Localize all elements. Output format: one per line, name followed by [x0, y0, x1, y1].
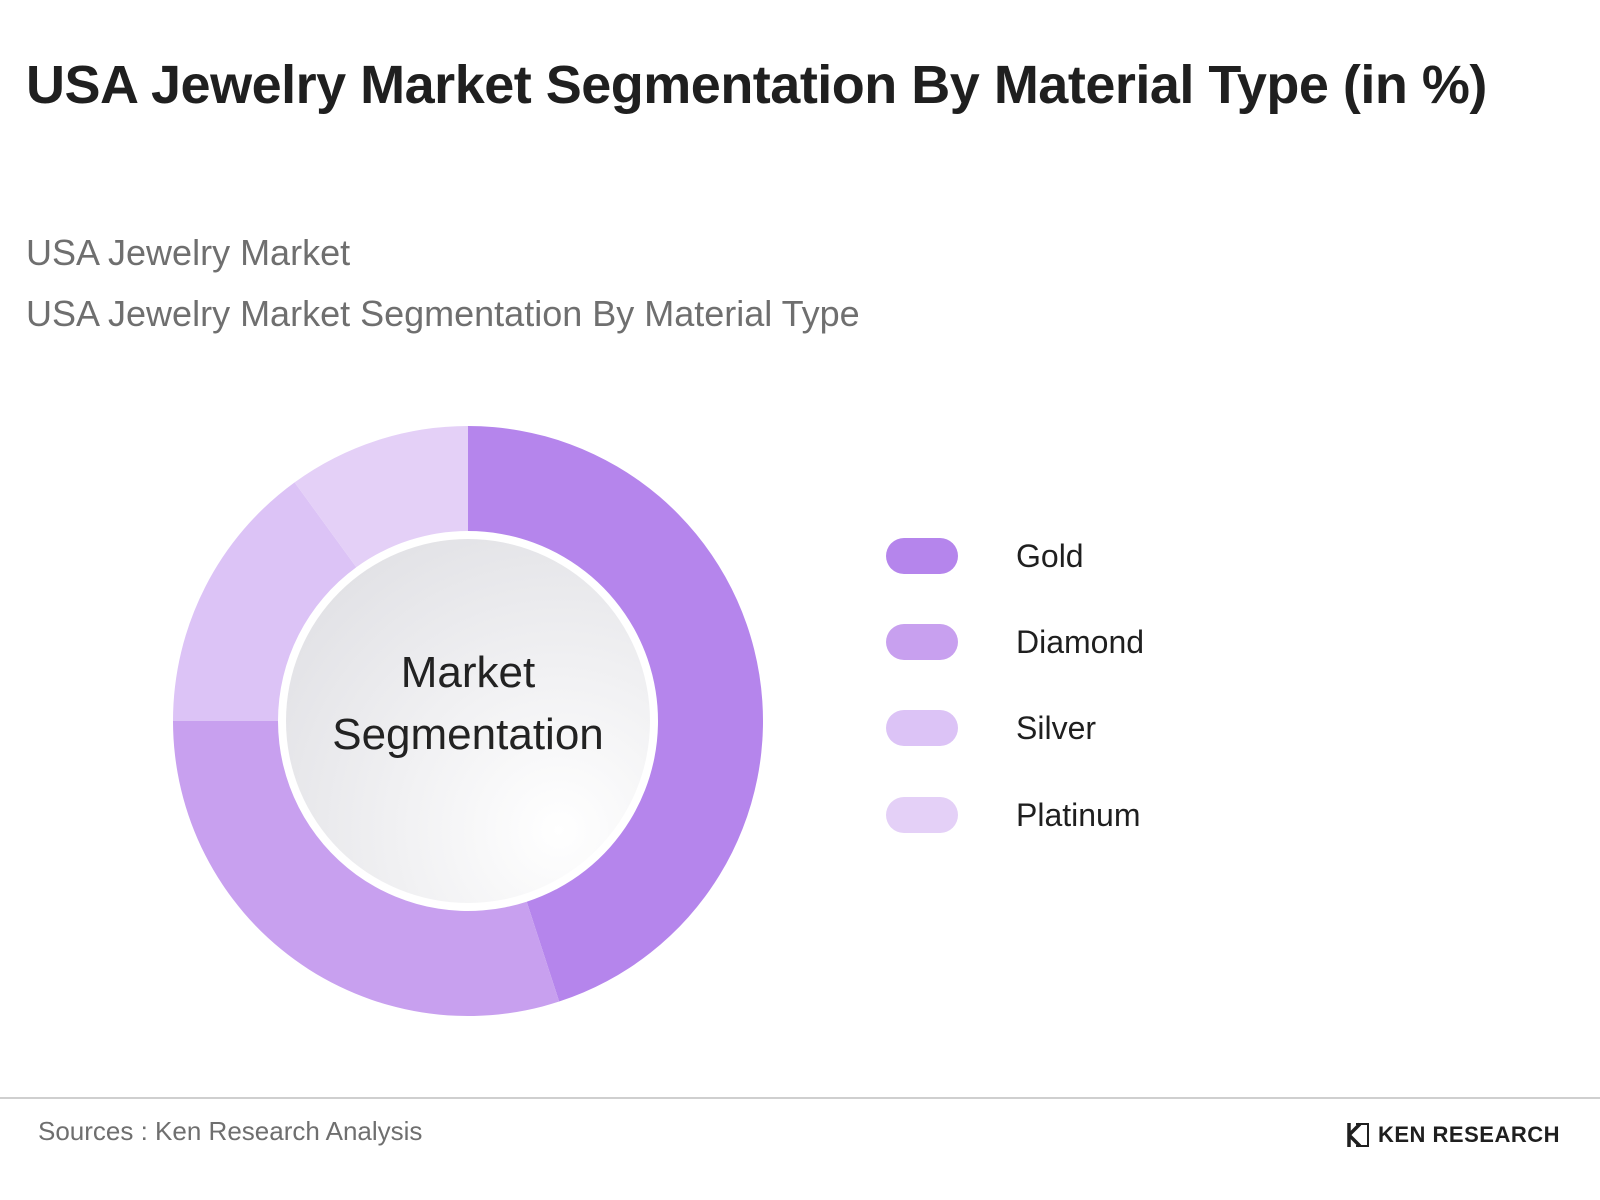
subtitle-segmentation: USA Jewelry Market Segmentation By Mater…: [26, 293, 860, 334]
ken-research-logo-icon: [1347, 1122, 1369, 1148]
donut-slices: [172, 426, 763, 1016]
legend-label-silver: Silver: [1016, 710, 1097, 746]
legend-item-diamond: Diamond: [886, 622, 1306, 662]
legend-label-gold: Gold: [1016, 538, 1084, 574]
center-label-line-2: Segmentation: [332, 710, 604, 759]
legend-label-diamond: Diamond: [1016, 624, 1145, 660]
donut-slice-gold: [468, 426, 763, 1002]
sources-note: Sources : Ken Research Analysis: [38, 1116, 423, 1146]
legend-swatch-platinum: [886, 797, 958, 833]
subtitle-market: USA Jewelry Market: [26, 232, 351, 273]
donut-slice-diamond: [172, 721, 560, 1016]
legend-label-platinum: Platinum: [1016, 797, 1141, 833]
legend-item-platinum: Platinum: [886, 795, 1306, 835]
center-label-line-1: Market: [400, 648, 536, 697]
donut-center-disc: [286, 539, 650, 903]
legend-item-silver: Silver: [886, 708, 1306, 748]
footer-divider: [0, 1097, 1600, 1099]
page-title: USA Jewelry Market Segmentation By Mater…: [26, 55, 1487, 115]
donut-center-label: Market Segmentation: [284, 642, 652, 766]
donut-slice-platinum: [294, 426, 468, 568]
legend-swatch-diamond: [886, 624, 958, 660]
legend-item-gold: Gold: [886, 536, 1306, 576]
legend-swatch-silver: [886, 710, 958, 746]
brand-name: KEN RESEARCH: [1377, 1122, 1560, 1147]
brand-logo: KEN RESEARCH: [1346, 1120, 1560, 1150]
donut-slice-silver: [173, 482, 357, 721]
legend-swatch-gold: [886, 538, 958, 574]
